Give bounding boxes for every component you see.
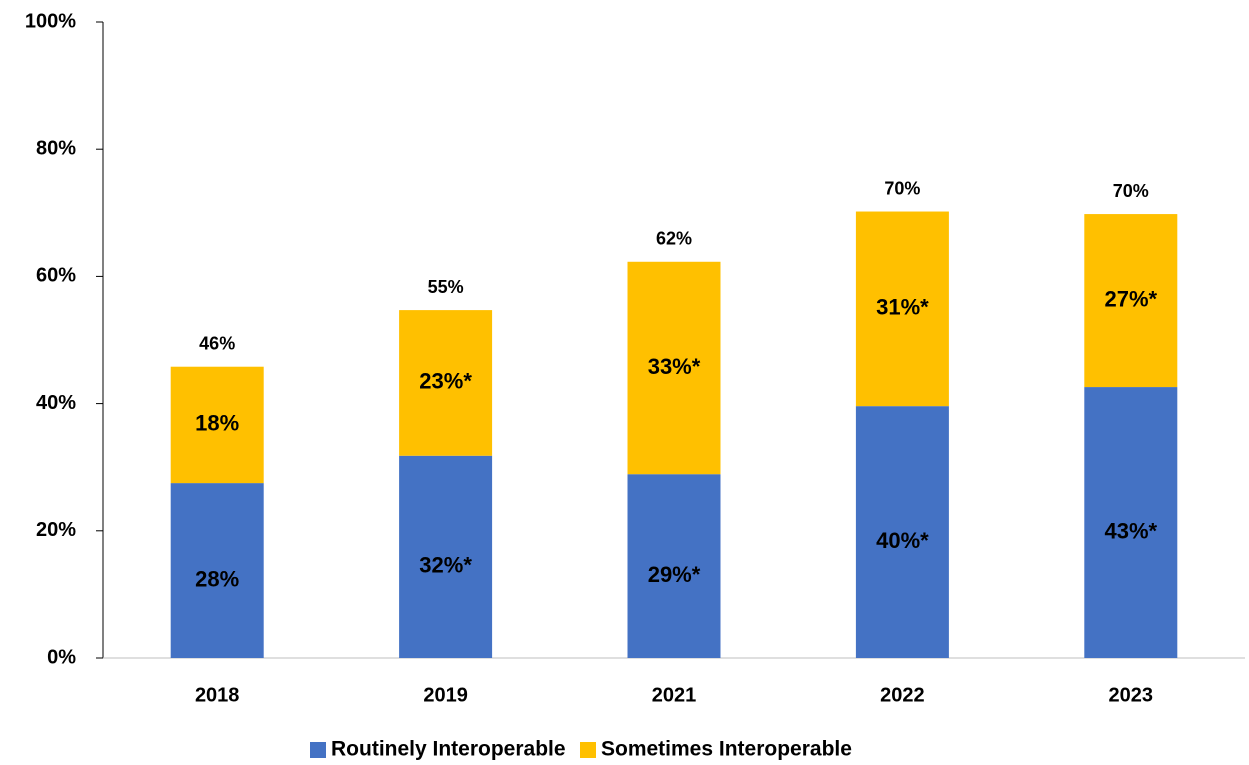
y-tick-label: 80%	[36, 137, 76, 159]
data-label: 43%*	[1105, 518, 1158, 543]
data-label: 29%*	[648, 562, 701, 587]
data-label: 23%*	[419, 369, 472, 394]
x-tick-label: 2022	[880, 684, 925, 706]
y-tick-label: 0%	[47, 646, 76, 668]
data-label: 33%*	[648, 354, 701, 379]
legend-label: Routinely Interoperable	[331, 738, 566, 761]
bar-segment	[170, 366, 264, 484]
x-tick-label: 2023	[1109, 684, 1154, 706]
data-label: 40%*	[876, 528, 929, 553]
y-tick-label: 20%	[36, 519, 76, 541]
data-label: 18%	[195, 411, 239, 436]
bar-segment	[855, 211, 949, 407]
x-tick-label: 2021	[652, 684, 697, 706]
bar-segment	[627, 261, 721, 475]
bar-segment	[855, 406, 949, 658]
y-tick-label: 60%	[36, 265, 76, 287]
total-label: 70%	[884, 178, 920, 198]
bar-segment	[399, 455, 493, 658]
data-label: 27%*	[1105, 286, 1158, 311]
legend-swatch	[580, 742, 596, 758]
bar-segment	[170, 483, 264, 658]
data-label: 31%*	[876, 295, 929, 320]
bar-segment	[1084, 214, 1178, 388]
legend-label: Sometimes Interoperable	[601, 738, 852, 761]
y-tick-label: 40%	[36, 392, 76, 414]
x-tick-label: 2019	[423, 684, 468, 706]
y-tick-label: 100%	[25, 10, 76, 32]
x-tick-label: 2018	[195, 684, 240, 706]
total-label: 62%	[656, 229, 692, 249]
legend-swatch	[310, 742, 326, 758]
total-label: 70%	[1113, 181, 1149, 201]
data-label: 28%	[195, 566, 239, 591]
total-label: 46%	[199, 333, 235, 353]
total-label: 55%	[428, 277, 464, 297]
data-label: 32%*	[419, 553, 472, 578]
bar-segment	[627, 474, 721, 658]
bar-segment	[399, 310, 493, 456]
bar-segment	[1084, 387, 1178, 658]
